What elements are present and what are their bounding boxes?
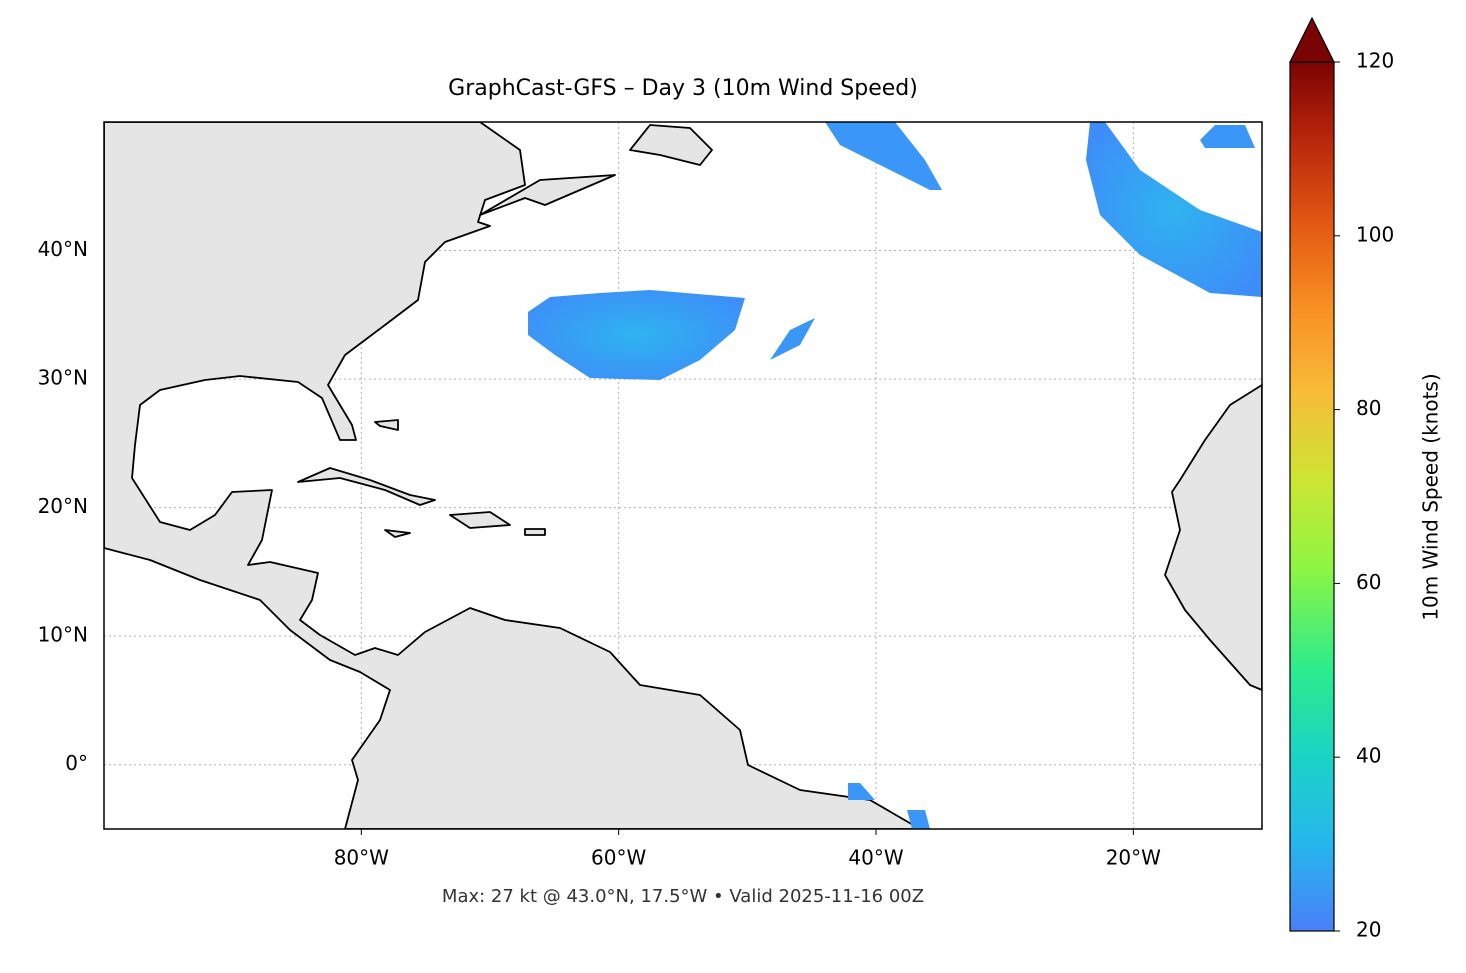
y-tick-label: 20°N: [38, 494, 88, 518]
y-tick-label: 40°N: [38, 237, 88, 261]
colorbar-tick-label: 20: [1356, 918, 1381, 942]
wind-area: [528, 290, 745, 380]
colorbar: [1289, 61, 1335, 932]
map-frame: [103, 121, 1263, 830]
hispaniola: [449, 511, 511, 529]
americas: [104, 122, 921, 829]
jamaica: [384, 529, 411, 538]
puerto-rico: [524, 528, 546, 536]
grid: [104, 122, 1262, 829]
x-tick-label: 20°W: [1106, 846, 1161, 870]
x-tick-label: 40°W: [848, 846, 903, 870]
colorbar-tick-label: 120: [1356, 49, 1394, 73]
wind-area: [770, 318, 815, 360]
colorbar-extend: [1289, 16, 1335, 63]
wind-area: [825, 122, 942, 190]
newfoundland: [629, 124, 713, 166]
bahamas: [374, 419, 399, 431]
colorbar-tick-label: 80: [1356, 396, 1381, 420]
wind-area: [848, 783, 875, 800]
nova-scotia: [479, 174, 616, 216]
y-tick-label: 0°: [65, 751, 88, 775]
colorbar-tick-label: 40: [1356, 744, 1381, 768]
africa: [1164, 384, 1262, 691]
footnote: Max: 27 kt @ 43.0°N, 17.5°W • Valid 2025…: [442, 886, 924, 907]
cuba: [297, 467, 436, 506]
wind-area: [907, 810, 930, 829]
colorbar-tick-label: 100: [1356, 222, 1394, 246]
y-tick-label: 10°N: [38, 623, 88, 647]
x-tick-label: 60°W: [591, 846, 646, 870]
x-tick-label: 80°W: [334, 846, 389, 870]
map: [104, 122, 1262, 829]
colorbar-label: 10m Wind Speed (knots): [1419, 373, 1443, 620]
chart-title: GraphCast-GFS – Day 3 (10m Wind Speed): [448, 76, 918, 101]
wind-area: [1086, 122, 1262, 297]
wind-area: [1200, 125, 1255, 148]
colorbar-tick-label: 60: [1356, 570, 1381, 594]
y-tick-label: 30°N: [38, 366, 88, 390]
